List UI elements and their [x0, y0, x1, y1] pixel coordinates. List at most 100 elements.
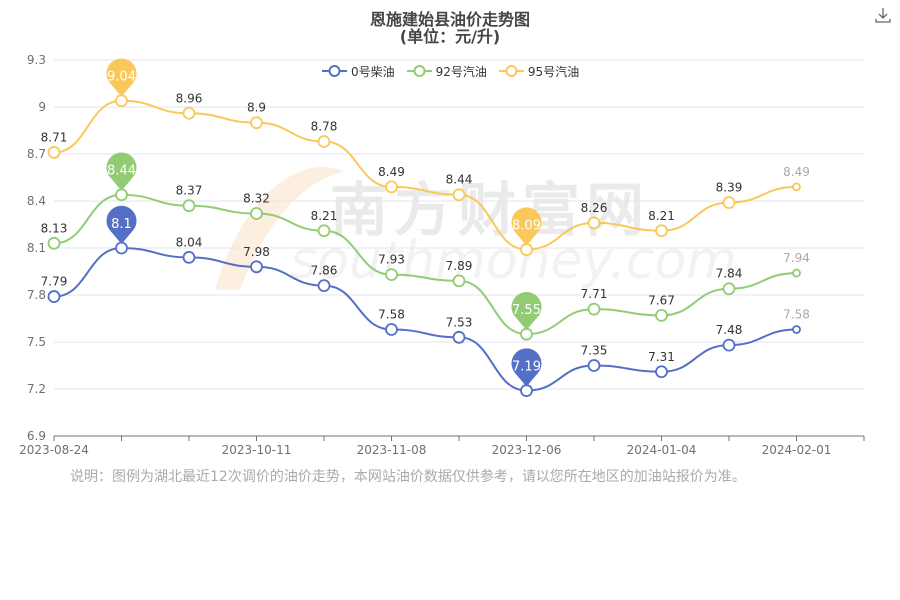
pin-label: 9.04: [107, 70, 136, 85]
chart-subtitle: (单位：元/升): [399, 27, 501, 46]
data-label: 8.39: [716, 181, 743, 195]
pin-shape: [511, 207, 542, 246]
y-tick-label: 7.5: [27, 335, 46, 349]
data-point: [655, 365, 668, 379]
data-point: [655, 224, 668, 238]
data-point: [47, 146, 61, 159]
pin-label: 8.09: [512, 219, 541, 234]
data-point: [520, 243, 533, 256]
series-line: [53, 99, 797, 251]
data-point: [317, 279, 331, 293]
pin-label: 7.19: [512, 360, 541, 375]
legend-label: 0号柴油: [351, 64, 395, 79]
data-point: [587, 359, 601, 372]
data-label: 7.86: [311, 264, 338, 278]
data-label: 8.96: [176, 91, 203, 105]
data-point: [182, 250, 196, 264]
data-label: 8.9: [247, 101, 266, 115]
data-point: [452, 188, 466, 202]
pin-label: 8.44: [107, 164, 136, 179]
x-tick-label: 2024-01-04: [627, 443, 697, 457]
legend-swatch-icon: [322, 65, 347, 77]
max-marker: 8.44: [106, 152, 137, 191]
legend: 0号柴油 92号汽油 95号汽油: [322, 63, 579, 79]
max-marker: 9.04: [106, 58, 137, 97]
download-icon[interactable]: [874, 6, 892, 24]
data-label: 7.35: [581, 344, 608, 358]
data-point: [182, 199, 196, 213]
data-point: [722, 338, 736, 352]
data-point: [722, 282, 736, 296]
series-95号汽油: 8.71 8.96 8.9 8.78 8.49 8.44 8.26 8.21 8.39 8.49: [41, 91, 810, 256]
watermark-url: southmoney.com: [290, 231, 737, 291]
pin-shape: [511, 348, 542, 387]
data-label: 7.84: [716, 267, 743, 281]
x-tick-label: 2023-12-06: [492, 443, 562, 457]
data-label: 8.78: [311, 119, 338, 133]
data-point: [250, 116, 263, 130]
watermark-swoosh: [215, 166, 345, 290]
data-point: [115, 188, 128, 202]
data-label: 8.49: [783, 165, 810, 179]
min-marker: 7.55: [511, 291, 542, 331]
y-tick-label: 7.8: [27, 288, 46, 302]
data-label: 8.13: [41, 221, 68, 235]
data-point: [47, 236, 61, 250]
data-point: [385, 323, 398, 336]
data-point: [792, 268, 801, 278]
chart-title: 恩施建始县油价走势图: [369, 10, 530, 29]
data-label: 8.04: [176, 235, 203, 249]
x-tick-label: 2023-08-24: [19, 443, 89, 457]
data-label: 7.58: [378, 307, 405, 321]
data-label: 7.53: [446, 315, 473, 329]
data-label: 8.44: [446, 173, 473, 187]
data-label: 8.21: [648, 209, 675, 223]
data-point: [250, 207, 263, 220]
data-point: [792, 182, 801, 192]
footnote: 说明：图例为湖北最近12次调价的油价走势，本网站油价数据仅供参考，请以您所在地区…: [70, 469, 746, 485]
legend-item[interactable]: 92号汽油: [406, 63, 487, 79]
data-label: 7.89: [446, 259, 473, 273]
data-point: [520, 384, 533, 397]
x-tick-label: 2023-10-11: [222, 443, 292, 457]
data-label: 7.48: [716, 323, 743, 337]
data-label: 8.49: [378, 165, 405, 179]
data-label: 7.31: [648, 350, 675, 364]
series-line: [53, 246, 797, 392]
data-label: 8.32: [243, 192, 270, 206]
y-tick-label: 8.4: [27, 194, 46, 208]
y-tick-label: 6.9: [27, 429, 46, 443]
data-label: 7.79: [41, 275, 68, 289]
data-point: [655, 308, 668, 322]
legend-item[interactable]: 0号柴油: [322, 63, 395, 79]
legend-label: 95号汽油: [527, 64, 580, 79]
data-point: [385, 268, 398, 282]
legend-swatch-icon: [406, 65, 432, 77]
legend-item[interactable]: 95号汽油: [498, 63, 580, 79]
data-label: 7.58: [783, 307, 810, 321]
y-tick-label: 8.7: [27, 147, 46, 161]
data-label: 8.37: [176, 184, 203, 198]
data-point: [115, 94, 128, 108]
data-point: [317, 224, 331, 238]
data-label: 8.21: [311, 209, 338, 223]
min-marker: 8.09: [511, 207, 542, 246]
y-tick-label: 7.2: [27, 382, 46, 396]
data-point: [385, 180, 398, 194]
x-tick-label: 2024-02-01: [762, 443, 832, 457]
pin-label: 7.55: [512, 303, 541, 318]
data-point: [47, 290, 61, 303]
data-label: 8.71: [41, 130, 68, 144]
data-point: [250, 260, 263, 274]
pin-shape: [511, 291, 542, 331]
series-line: [53, 193, 797, 336]
data-point: [792, 325, 801, 334]
y-tick-label: 8.1: [27, 241, 46, 255]
data-label: 7.98: [243, 245, 270, 259]
data-point: [452, 274, 466, 288]
x-tick-label: 2023-11-08: [357, 443, 427, 457]
data-point: [182, 106, 196, 120]
legend-swatch-icon: [498, 65, 524, 77]
pin-label: 8.1: [111, 217, 132, 232]
